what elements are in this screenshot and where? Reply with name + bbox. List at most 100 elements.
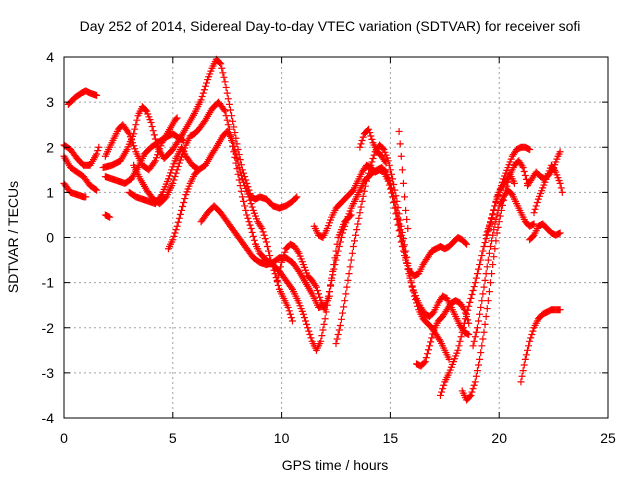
data-point-marker: [468, 290, 476, 298]
data-point-marker: [558, 188, 566, 196]
data-point-marker: [481, 239, 489, 247]
series-track-4: [64, 87, 101, 108]
data-point-marker: [274, 272, 282, 280]
y-tick-label: -4: [42, 410, 55, 426]
data-point-marker: [402, 247, 410, 255]
data-point-marker: [175, 214, 183, 222]
data-point-marker: [395, 227, 403, 235]
data-point-marker: [458, 328, 466, 336]
data-point-marker: [278, 258, 286, 266]
data-point-marker: [336, 238, 344, 246]
data-point-marker: [496, 212, 504, 220]
data-point-marker: [475, 361, 483, 369]
y-tick-label: -1: [42, 275, 55, 291]
data-point-marker: [258, 224, 266, 232]
data-point-marker: [521, 355, 529, 363]
data-point-marker: [463, 240, 471, 248]
data-point-marker: [364, 173, 372, 181]
data-point-marker: [242, 206, 250, 214]
data-point-marker: [424, 346, 432, 354]
data-point-marker: [346, 263, 354, 271]
data-point-marker: [497, 182, 505, 190]
data-point-marker: [354, 220, 362, 228]
data-point-marker: [479, 290, 487, 298]
data-point-marker: [220, 106, 228, 114]
data-point-marker: [226, 106, 234, 114]
x-tick-label: 5: [169, 430, 177, 446]
data-point-marker: [392, 192, 400, 200]
y-tick-label: 4: [46, 49, 54, 65]
data-point-marker: [152, 154, 160, 162]
data-point-marker: [132, 121, 140, 129]
data-point-marker: [360, 187, 368, 195]
data-point-marker: [477, 303, 485, 311]
data-point-marker: [265, 247, 273, 255]
data-point-marker: [237, 187, 245, 195]
data-point-marker: [510, 179, 518, 187]
data-point-marker: [106, 213, 114, 221]
data-point-marker: [180, 199, 188, 207]
data-point-marker: [486, 279, 494, 287]
data-point-marker: [273, 276, 281, 284]
data-point-marker: [367, 161, 375, 169]
data-point-marker: [176, 210, 184, 218]
data-point-marker: [471, 378, 479, 386]
data-point-marker: [200, 86, 208, 94]
data-points: [60, 55, 566, 404]
data-point-marker: [484, 224, 492, 232]
data-point-marker: [422, 354, 430, 362]
data-point-marker: [263, 243, 271, 251]
data-point-marker: [195, 166, 203, 174]
data-point-marker: [531, 205, 539, 213]
data-point-marker: [294, 248, 302, 256]
data-point-marker: [356, 143, 364, 151]
data-point-marker: [365, 125, 373, 133]
data-point-marker: [386, 185, 394, 193]
data-point-marker: [366, 165, 374, 173]
data-point-marker: [413, 299, 421, 307]
data-point-marker: [336, 321, 344, 329]
series-track-5: [101, 211, 114, 221]
data-point-marker: [495, 188, 503, 196]
data-point-marker: [486, 243, 494, 251]
data-point-marker: [390, 199, 398, 207]
data-point-marker: [426, 342, 434, 350]
data-point-marker: [151, 135, 159, 143]
data-point-marker: [525, 342, 533, 350]
data-point-marker: [124, 128, 132, 136]
data-point-marker: [230, 148, 238, 156]
data-point-marker: [300, 314, 308, 322]
data-point-marker: [151, 157, 159, 165]
data-point-marker: [421, 358, 429, 366]
data-point-marker: [181, 144, 189, 152]
series-track-9: [125, 127, 296, 325]
data-point-marker: [225, 125, 233, 133]
data-point-marker: [467, 294, 475, 302]
x-tick-label: 15: [383, 430, 399, 446]
series-track-12: [197, 202, 333, 311]
data-point-marker: [404, 259, 412, 267]
data-point-marker: [485, 288, 493, 296]
data-point-marker: [345, 270, 353, 278]
data-point-marker: [171, 173, 179, 181]
data-point-marker: [226, 131, 234, 139]
data-point-marker: [321, 315, 329, 323]
data-point-marker: [216, 59, 224, 67]
data-point-marker: [148, 123, 156, 131]
data-point-marker: [365, 169, 373, 177]
data-point-marker: [488, 237, 496, 245]
data-point-marker: [82, 193, 90, 201]
data-point-marker: [95, 143, 103, 151]
data-point-marker: [482, 312, 490, 320]
data-point-marker: [131, 145, 139, 153]
series-track-7: [101, 114, 181, 174]
x-tick-label: 10: [274, 430, 290, 446]
data-point-marker: [489, 231, 497, 239]
data-point-marker: [530, 209, 538, 217]
data-point-marker: [201, 82, 209, 90]
data-point-marker: [262, 238, 270, 246]
data-point-marker: [427, 338, 435, 346]
data-point-marker: [287, 284, 295, 292]
